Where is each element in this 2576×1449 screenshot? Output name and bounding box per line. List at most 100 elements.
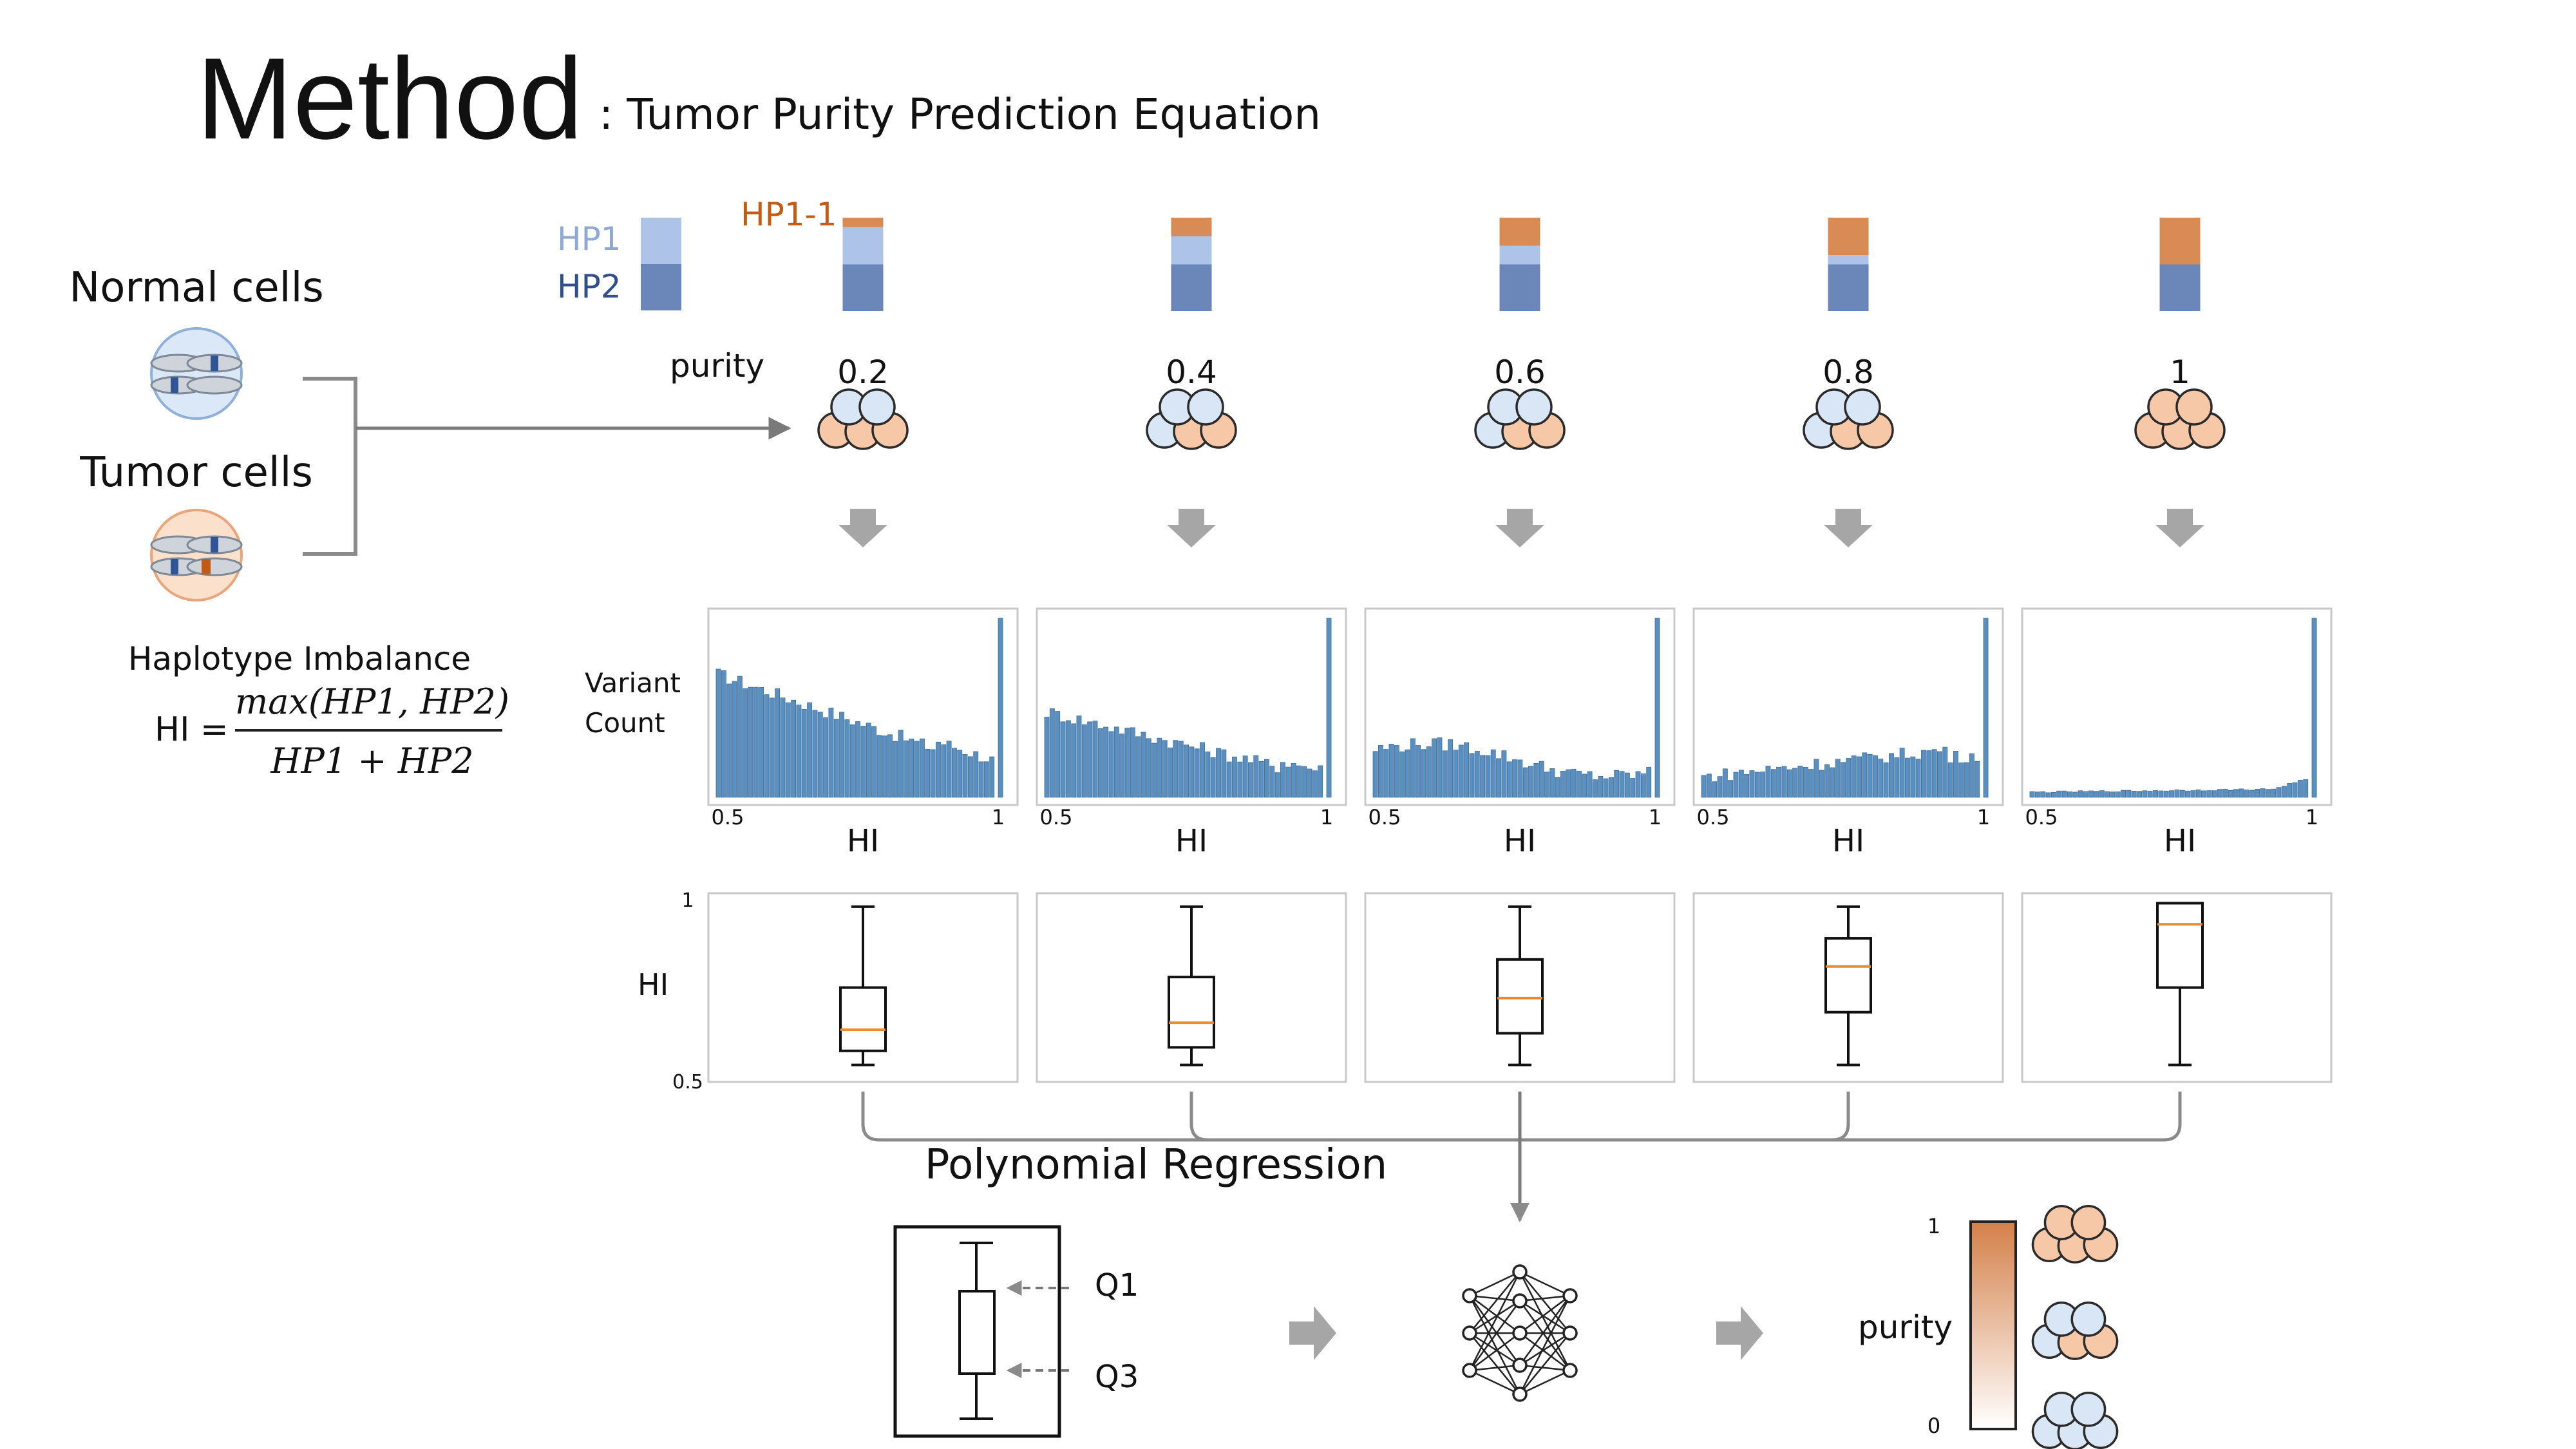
histogram-2-bar-18 — [1135, 736, 1141, 798]
boxplot-y-bottom-label: 0.5 — [672, 1071, 703, 1094]
histogram-1-bar-48 — [967, 756, 973, 798]
histogram-1-bar-19 — [812, 710, 818, 798]
histogram-4-bar-9 — [1744, 774, 1750, 798]
histogram-1-bar-31 — [876, 735, 882, 798]
histogram-1-bar-10 — [764, 694, 770, 798]
histogram-5: 0.5 1 HI — [2021, 607, 2333, 859]
boxplot-2 — [1036, 892, 1347, 1083]
histogram-3-bar-32 — [1539, 761, 1544, 798]
histogram-2-bar-48 — [1296, 765, 1302, 798]
boxplot-y-top-label: 1 — [681, 889, 694, 912]
histogram-4-bar-39 — [1905, 757, 1910, 798]
histogram-3-bar-33 — [1544, 772, 1549, 798]
histogram-2-bar-20 — [1146, 738, 1151, 798]
histogram-5-bar-14 — [2099, 790, 2105, 798]
histogram-5-bar-27 — [2169, 790, 2174, 798]
histogram-5-bar-13 — [2094, 791, 2099, 798]
histogram-2-bar-42 — [1264, 759, 1269, 798]
histogram-1-bar-28 — [860, 726, 866, 798]
haplotype-bar-4 — [1828, 218, 1869, 311]
histogram-2-bar-8 — [1081, 724, 1087, 798]
histogram-1-bar-30 — [871, 726, 876, 798]
histogram-1-bar-18 — [807, 702, 813, 798]
histogram-2-bar-37 — [1237, 761, 1243, 798]
histogram-2-bar-27 — [1184, 744, 1189, 798]
histogram-3-bar-29 — [1522, 767, 1528, 798]
block-arrow-right-1 — [1289, 1306, 1336, 1360]
histogram-2-bar-12 — [1103, 726, 1109, 798]
legend-haplotype-bar — [641, 218, 681, 310]
histogram-2-bar-47 — [1291, 762, 1296, 798]
tumor-cell-icon — [150, 509, 243, 601]
histogram-2-bar-25 — [1173, 740, 1179, 798]
histogram-ylabel-line1: Variant — [585, 667, 681, 699]
histogram-2-bar-4 — [1060, 721, 1066, 798]
cell-cluster-4 — [1803, 388, 1894, 450]
histogram-1-bar-15 — [791, 699, 797, 798]
histogram-4-bar-6 — [1728, 780, 1734, 798]
histogram-2-bar-11 — [1097, 728, 1103, 798]
histogram-5-bar-39 — [2233, 789, 2239, 798]
histogram-3-bar-37 — [1566, 769, 1571, 798]
histogram-2-bar-30 — [1200, 742, 1205, 798]
histogram-4-bar-17 — [1786, 769, 1792, 798]
boxplot-3-box — [1496, 958, 1544, 1035]
histogram-1-bar-6 — [743, 688, 748, 798]
histogram-2-bar-46 — [1285, 766, 1291, 798]
histogram-4-bar-32 — [1867, 753, 1873, 798]
input-bracket — [303, 377, 357, 556]
histogram-2-bar-10 — [1092, 721, 1098, 798]
down-arrow-3 — [1495, 509, 1544, 547]
histogram-5-bar-2 — [2034, 791, 2040, 798]
histogram-4-bar-14 — [1770, 769, 1776, 798]
histogram-2-bar-2 — [1049, 708, 1055, 798]
histogram-3-bar-11 — [1426, 746, 1432, 798]
histogram-4-bar-51 — [1969, 753, 1975, 798]
down-arrow-4 — [1824, 509, 1873, 547]
block-arrow-right-2 — [1716, 1306, 1763, 1360]
histogram-1-bar-26 — [849, 724, 855, 798]
histogram-5-bar-34 — [2206, 790, 2212, 798]
haplotype-bar-1 — [842, 218, 884, 311]
purity-value-3: 0.6 — [1494, 354, 1546, 391]
histogram-4: 0.5 1 HI — [1692, 607, 2004, 859]
histogram-3-bar-27 — [1512, 759, 1517, 798]
histogram-5-bar-5 — [2050, 791, 2056, 798]
cell-cluster-3 — [1474, 388, 1566, 450]
histogram-2-bar-14 — [1113, 726, 1119, 798]
normal-cells-label: Normal cells — [69, 264, 323, 312]
histogram-5-bar-6 — [2056, 790, 2062, 798]
histogram-4-bar-40 — [1910, 756, 1916, 798]
histogram-2-bar-peak — [1326, 618, 1332, 798]
boxplot-4-box — [1824, 937, 1872, 1014]
output-cluster-tumor — [2031, 1205, 2119, 1264]
histogram-3-bar-9 — [1416, 745, 1421, 798]
histogram-3-bar-14 — [1442, 750, 1448, 798]
histogram-5-bar-47 — [2276, 787, 2282, 798]
cell-cluster-5 — [2134, 388, 2226, 450]
histogram-3-bar-6 — [1399, 751, 1405, 798]
histogram-3-bar-52 — [1646, 766, 1652, 798]
histogram-1-bar-13 — [780, 697, 786, 798]
histogram-1-xmin: 0.5 — [712, 805, 744, 829]
purity-row-label: purity — [670, 347, 764, 384]
boxplot-panels — [707, 892, 2333, 1083]
histogram-4-bar-42 — [1921, 750, 1926, 798]
histogram-1-bar-46 — [957, 750, 963, 798]
histogram-2-bar-52 — [1318, 765, 1323, 798]
histogram-4-bar-16 — [1781, 766, 1787, 798]
histogram-4-bar-27 — [1841, 762, 1846, 798]
histogram-4-bar-45 — [1937, 751, 1942, 798]
histogram-5-xlabel: HI — [2164, 823, 2196, 859]
histogram-1-bar-8 — [753, 687, 759, 798]
histogram-1-bar-33 — [887, 734, 893, 798]
histogram-5-bar-25 — [2158, 790, 2164, 798]
histogram-4-bar-22 — [1814, 759, 1819, 798]
histogram-3-bar-17 — [1458, 744, 1464, 798]
histogram-1-bar-peak — [998, 618, 1003, 798]
histogram-4-bar-50 — [1964, 762, 1969, 798]
histogram-5-bar-11 — [2083, 791, 2088, 798]
down-arrow-1 — [838, 509, 887, 547]
histogram-3-bar-48 — [1624, 772, 1630, 798]
histogram-5-bar-12 — [2088, 790, 2094, 798]
